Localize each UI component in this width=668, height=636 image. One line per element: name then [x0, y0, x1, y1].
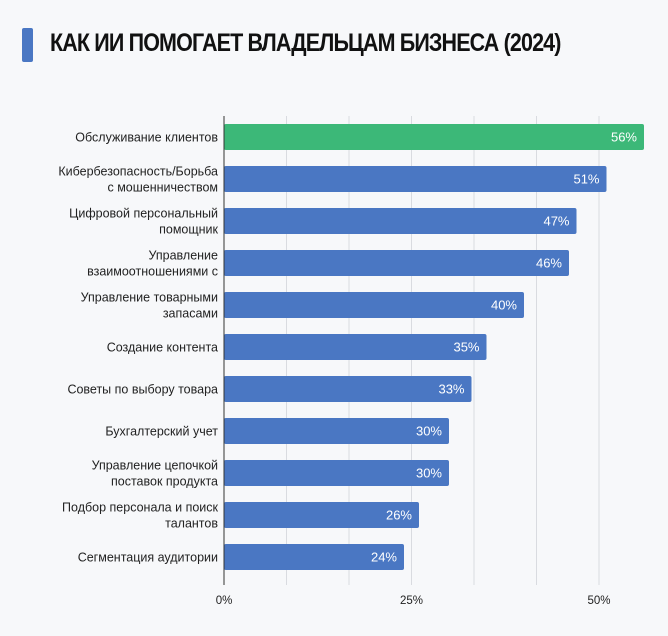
category-label: Цифровой персональный — [69, 207, 218, 221]
bar — [224, 418, 449, 444]
bar — [224, 292, 524, 318]
chart-title: КАК ИИ ПОМОГАЕТ ВЛАДЕЛЬЦАМ БИЗНЕСА (2024… — [50, 29, 561, 57]
category-label: Обслуживание клиентов — [75, 131, 218, 145]
category-label: Подбор персонала и поиск — [62, 501, 218, 515]
bar-value-label: 46% — [536, 256, 562, 271]
bar — [224, 124, 644, 150]
bar-value-label: 40% — [491, 298, 517, 313]
bar-value-label: 51% — [573, 172, 599, 187]
category-label: Управление товарными — [81, 291, 218, 305]
bar-value-label: 56% — [611, 130, 637, 145]
category-label: с мошенничеством — [107, 181, 218, 195]
category-label: Управление цепочкой — [92, 459, 218, 473]
category-label: Бухгалтерский учет — [105, 425, 218, 439]
x-tick-label: 25% — [400, 595, 423, 607]
bar-value-label: 35% — [453, 340, 479, 355]
bar-value-label: 30% — [416, 424, 442, 439]
category-label: поставок продукта — [111, 475, 218, 489]
bar — [224, 544, 404, 570]
bar — [224, 460, 449, 486]
category-label: Управление — [149, 249, 219, 263]
bar-value-label: 30% — [416, 466, 442, 481]
bar-value-label: 47% — [543, 214, 569, 229]
bar-value-label: 26% — [386, 508, 412, 523]
title-accent-mark — [22, 28, 33, 62]
category-label: взаимоотношениями с — [87, 265, 218, 279]
x-tick-label: 50% — [587, 595, 610, 607]
x-tick-label: 0% — [216, 595, 233, 607]
bar — [224, 334, 487, 360]
category-label: Сегментация аудитории — [78, 551, 218, 565]
category-label: талантов — [165, 517, 218, 531]
category-label: Кибербезопасность/Борьба — [58, 165, 218, 179]
category-label: Советы по выбору товара — [67, 383, 218, 397]
bar-value-label: 24% — [371, 550, 397, 565]
category-label: помощник — [159, 223, 218, 237]
category-label: запасами — [163, 307, 218, 321]
bar-value-label: 33% — [438, 382, 464, 397]
bar — [224, 250, 569, 276]
bar — [224, 208, 577, 234]
bar — [224, 502, 419, 528]
bar — [224, 166, 607, 192]
bar — [224, 376, 472, 402]
category-label: Создание контента — [107, 341, 218, 355]
